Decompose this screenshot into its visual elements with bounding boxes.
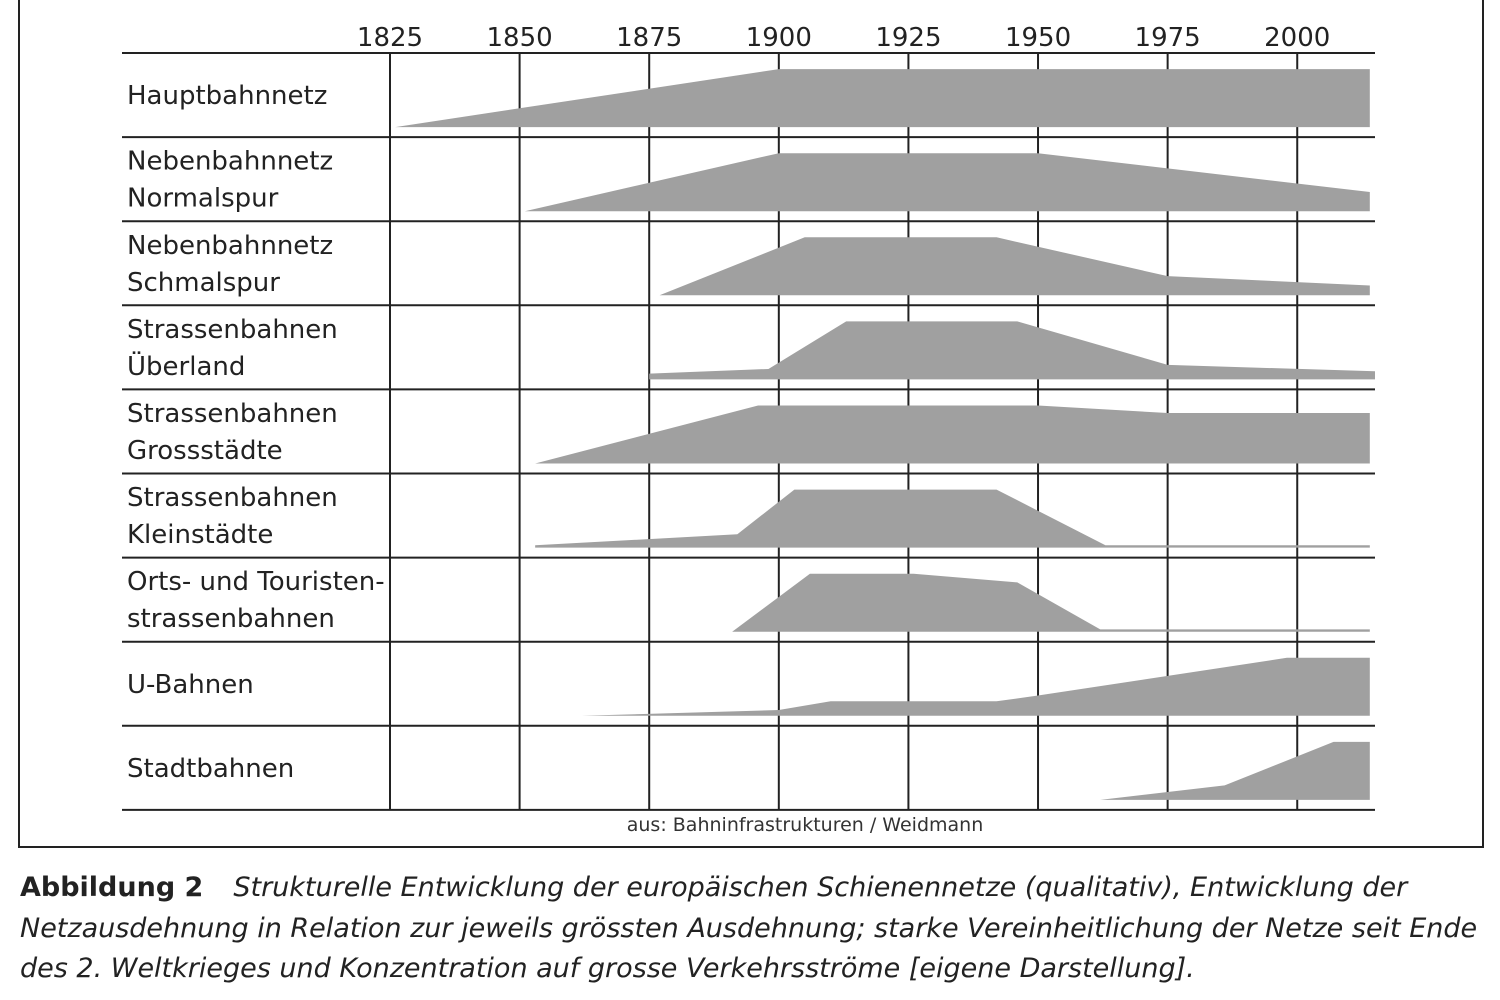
row-label: Strassenbahnen xyxy=(127,483,338,513)
area xyxy=(1100,741,1370,800)
row-label: Normalspur xyxy=(127,184,279,214)
x-tick-label: 1900 xyxy=(746,23,812,53)
chart: aus: Bahninfrastrukturen / Weidmann 1825… xyxy=(18,0,1484,848)
caption-line: Abbildung 2 Strukturelle Entwicklung der … xyxy=(20,868,1490,909)
row-label: U-Bahnen xyxy=(127,670,254,700)
frame xyxy=(18,0,1484,848)
area xyxy=(535,405,1370,464)
caption-line: Netzausdehnung in Relation zur jeweils g… xyxy=(20,912,1478,944)
x-tick-label: 2000 xyxy=(1264,23,1330,53)
row-label: Nebenbahnnetz xyxy=(127,147,333,177)
x-tick-label: 1850 xyxy=(487,23,553,53)
row-label: Nebenbahnnetz xyxy=(127,231,333,261)
x-tick-label: 1825 xyxy=(357,23,423,53)
row-label: Schmalspur xyxy=(127,268,280,298)
x-tick-label: 1950 xyxy=(1005,23,1071,53)
caption-text: Strukturelle Entwicklung der europäische… xyxy=(233,872,1408,903)
area xyxy=(732,573,1370,632)
row-label: Kleinstädte xyxy=(127,520,273,550)
source-note: aus: Bahninfrastrukturen / Weidmann xyxy=(627,814,984,836)
caption-label: Abbildung 2 xyxy=(20,872,204,903)
area xyxy=(395,69,1370,128)
row-label: Überland xyxy=(127,350,245,382)
x-tick-label: 1875 xyxy=(616,23,682,53)
row-label: Hauptbahnnetz xyxy=(127,81,327,111)
area xyxy=(524,153,1370,212)
row-label: Strassenbahnen xyxy=(127,399,338,429)
area xyxy=(535,489,1370,548)
area xyxy=(581,657,1370,716)
area xyxy=(659,237,1370,296)
row-label: Grossstädte xyxy=(127,436,283,466)
caption: Abbildung 2 Strukturelle Entwicklung der … xyxy=(20,868,1490,990)
row-label: Stadtbahnen xyxy=(127,754,294,784)
row-label: strassenbahnen xyxy=(127,604,335,634)
area xyxy=(649,321,1375,380)
x-tick-label: 1925 xyxy=(875,23,941,53)
row-label: Orts- und Touristen- xyxy=(127,567,385,597)
x-tick-label: 1975 xyxy=(1135,23,1201,53)
row-label: Strassenbahnen xyxy=(127,315,338,345)
caption-line: des 2. Weltkrieges und Konzentration auf… xyxy=(20,953,1195,984)
